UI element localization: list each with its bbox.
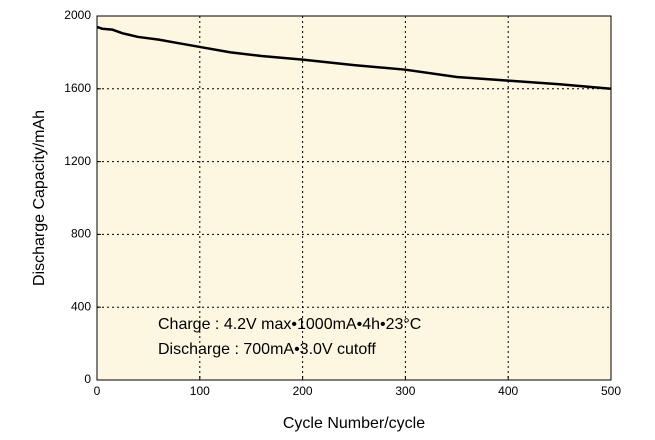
x-tick-label: 0 <box>94 384 101 398</box>
y-tick-label: 1600 <box>64 81 91 95</box>
x-tick-label: 200 <box>293 384 313 398</box>
y-tick-label: 1200 <box>64 154 91 168</box>
x-axis-label: Cycle Number/cycle <box>283 415 425 432</box>
plot-area <box>97 16 611 380</box>
y-tick-label: 800 <box>71 227 91 241</box>
x-tick-label: 500 <box>601 384 621 398</box>
y-axis-label: Discharge Capacity/mAh <box>31 110 48 286</box>
x-tick-label: 300 <box>395 384 415 398</box>
y-tick-label: 400 <box>71 299 91 313</box>
x-tick-label: 100 <box>190 384 210 398</box>
plot-frame <box>96 15 612 381</box>
data-line <box>96 25 612 91</box>
y-tick-label: 2000 <box>64 8 91 22</box>
annotation: Charge : 4.2V max•1000mA•4h•23°C <box>158 316 421 333</box>
y-tick-label: 0 <box>84 372 91 386</box>
annotation: Discharge : 700mA•3.0V cutoff <box>158 341 376 358</box>
x-tick-label: 400 <box>498 384 518 398</box>
